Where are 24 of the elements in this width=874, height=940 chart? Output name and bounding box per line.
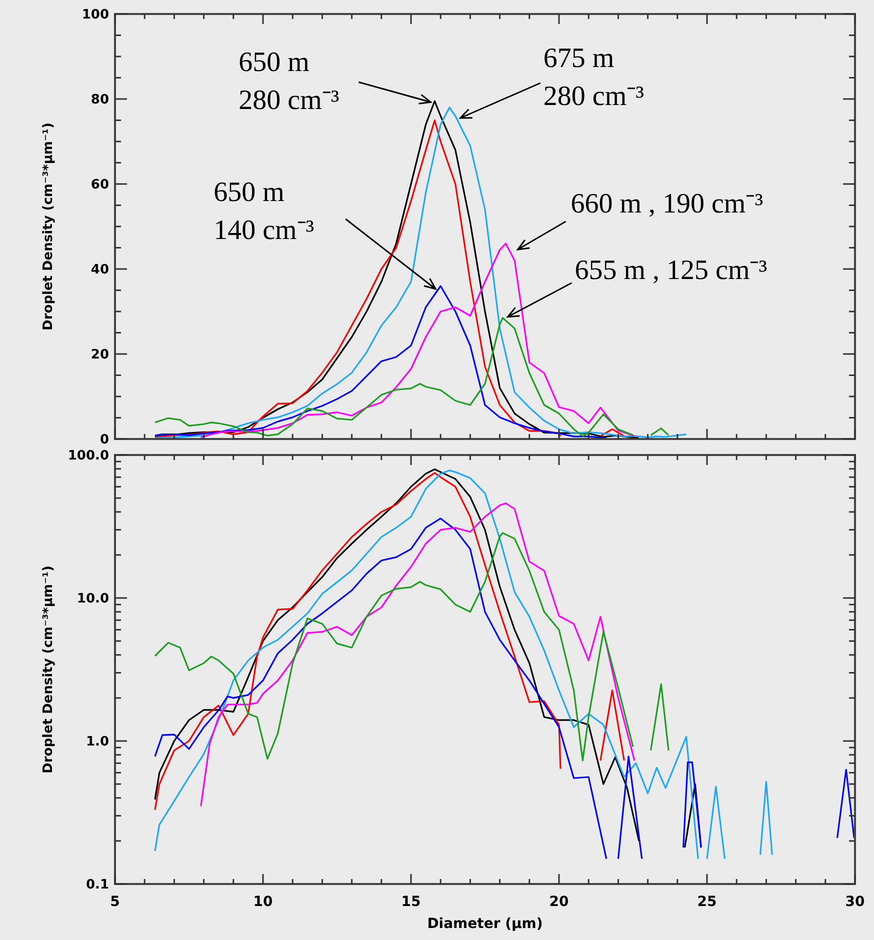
x-tick-label: 25 <box>697 894 717 910</box>
y-tick-label: 40 <box>90 262 109 278</box>
x-tick-label: 30 <box>845 894 865 910</box>
annotation: 650 m 140 cm⁻³ <box>214 177 314 246</box>
y-tick-label: 100 <box>82 8 109 23</box>
y-tick-label: 1.0 <box>86 734 109 750</box>
x-tick-label: 20 <box>549 894 569 910</box>
annotation: 650 m 280 cm⁻³ <box>238 47 340 116</box>
y-tick-label: 80 <box>90 92 109 108</box>
y-tick-label: 60 <box>90 178 109 193</box>
y-tick-label: 0.1 <box>86 878 109 893</box>
annotation: 655 m , 125 cm⁻³ <box>574 254 768 286</box>
y-tick-label: 0 <box>100 432 109 448</box>
y-tick-label: 10.0 <box>76 592 109 607</box>
x-tick-label: 10 <box>253 894 273 910</box>
y-axis-title: Droplet Density (cm⁻³*μm⁻¹) <box>41 566 56 774</box>
x-tick-label: 15 <box>401 894 421 910</box>
y-tick-label: 100.0 <box>68 448 109 464</box>
annotation: 675 m 280 cm⁻³ <box>543 43 644 112</box>
x-tick-label: 5 <box>110 894 120 910</box>
y-tick-label: 20 <box>90 348 109 363</box>
annotation: 660 m , 190 cm⁻³ <box>570 188 764 220</box>
x-axis-title: Diameter (μm) <box>427 916 543 932</box>
y-axis-title: Droplet Density (cm⁻³*μm⁻¹) <box>41 122 56 330</box>
